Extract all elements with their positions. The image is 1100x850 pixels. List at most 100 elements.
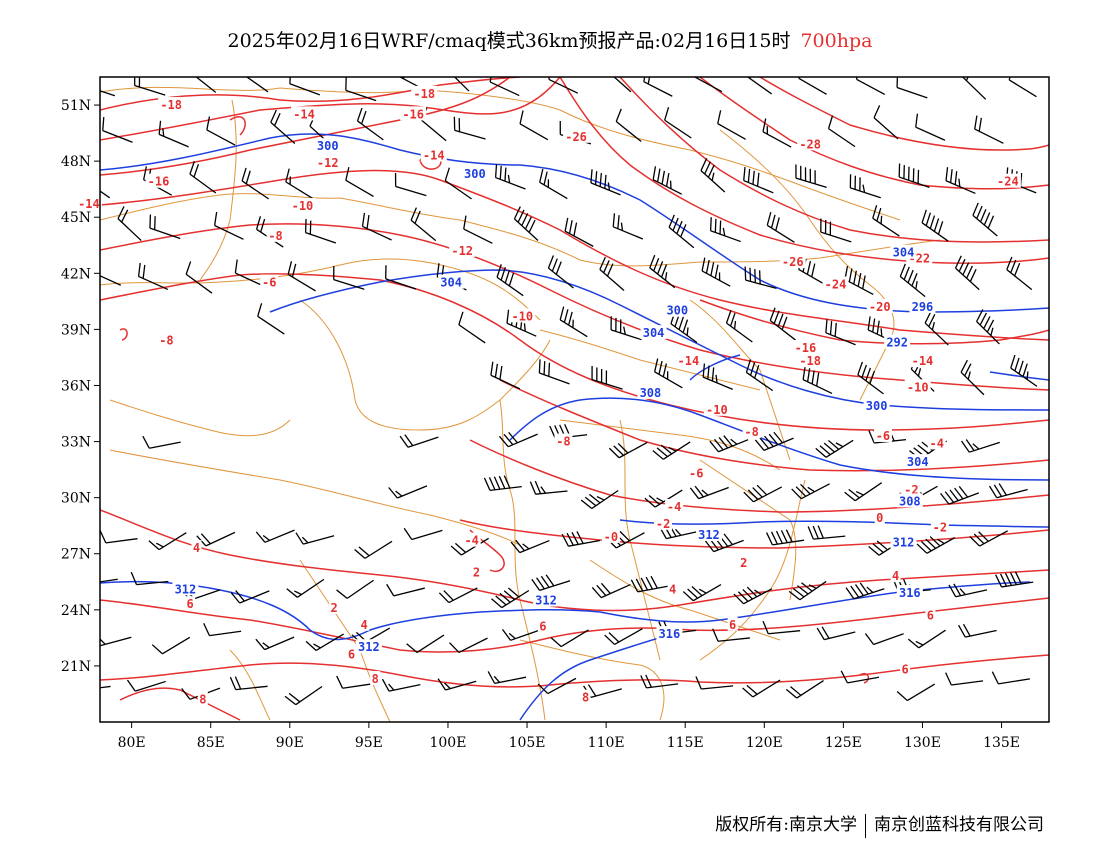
wind-barb	[766, 529, 805, 546]
wind-barb	[151, 636, 191, 655]
wind-barb	[487, 671, 527, 685]
temperature-label-bg	[537, 618, 548, 633]
height-label: 312	[358, 640, 380, 654]
wind-barb	[974, 115, 1004, 144]
wind-barb	[102, 116, 133, 143]
temperature-label: 8	[582, 691, 589, 705]
wind-barb	[403, 527, 443, 541]
wind-barb	[356, 107, 384, 141]
wind-barb	[458, 311, 486, 344]
temperature-label-bg	[420, 147, 447, 162]
wind-barb	[695, 676, 734, 690]
temperature-label-bg	[665, 499, 684, 513]
wind-barb	[717, 110, 746, 140]
lat-tick-label: 36N	[61, 378, 91, 394]
wind-barb	[550, 629, 589, 648]
wind-barb	[257, 303, 285, 335]
temperature-label-bg	[462, 532, 481, 547]
wind-barb	[924, 310, 949, 346]
title-main: 2025年02月16日WRF/cmaq模式36km预报产品:02月16日15时	[227, 30, 791, 52]
lat-tick-label: 27N	[61, 547, 91, 563]
wind-barb	[816, 626, 856, 641]
lat-tick-label: 45N	[61, 210, 91, 226]
temperature-label-bg	[400, 106, 427, 121]
wind-barb	[945, 672, 984, 686]
wind-barb	[483, 475, 522, 492]
temperature-label: -14	[293, 107, 315, 121]
wind-barb	[766, 211, 795, 243]
temperature-label: 2	[740, 556, 747, 570]
height-label-bg	[656, 626, 683, 641]
temperature-label-bg	[900, 661, 911, 676]
height-label-bg	[637, 384, 664, 399]
wind-barb	[640, 674, 679, 689]
lat-tick-label: 51N	[61, 98, 91, 114]
wind-barb	[849, 174, 881, 199]
temperature-label-bg	[191, 540, 202, 555]
wind-barb	[270, 109, 296, 144]
height-label-bg	[533, 592, 560, 607]
temperature-label: 6	[901, 663, 908, 677]
wind-barb	[604, 628, 643, 646]
temperature-label-bg	[779, 254, 806, 269]
wind-barb	[972, 202, 998, 237]
temperature-label-bg	[797, 353, 824, 368]
lon-tick-label: 135E	[983, 735, 1020, 751]
temperature-label: -4	[464, 534, 478, 548]
temperature-label: -28	[799, 137, 821, 151]
temperature-label: -10	[292, 199, 314, 213]
wind-barb	[754, 431, 794, 452]
wind-barb	[538, 359, 570, 385]
height-contours	[100, 133, 1049, 721]
temperature-label-bg	[927, 435, 946, 450]
wind-barb	[788, 580, 827, 601]
lon-tick-label: 125E	[825, 735, 862, 751]
wind-barb	[844, 482, 883, 502]
temperature-labels: -18-14 -16-18-26-28-12-14-16-14 -10-8-12-2…	[75, 85, 1021, 707]
temperature-label: 6	[187, 597, 194, 611]
wind-barb	[991, 671, 1031, 685]
wind-barb	[654, 358, 683, 389]
wind-barb	[245, 77, 269, 93]
wind-barb	[746, 77, 773, 95]
temperature-label-bg	[329, 599, 340, 614]
wind-barb	[845, 582, 885, 600]
wind-barb	[494, 163, 526, 190]
wind-barb	[345, 166, 374, 197]
temperature-label-bg	[904, 379, 931, 394]
height-label-bg	[909, 298, 936, 313]
wind-barb	[304, 219, 337, 244]
wind-barb	[599, 256, 625, 292]
temperature-label-bg	[890, 568, 901, 583]
height-label: 316	[899, 586, 921, 600]
height-label: 312	[698, 528, 720, 542]
wind-barb	[733, 586, 773, 605]
height-label-bg	[904, 454, 931, 469]
wind-barb	[354, 540, 393, 559]
height-label: 312	[893, 536, 915, 550]
temperature-label: -16	[402, 107, 424, 121]
wind-barb	[798, 77, 827, 95]
temperature-label-bg	[289, 198, 316, 212]
temperature-label-bg	[411, 85, 438, 100]
wind-barb	[189, 161, 217, 194]
temperature-label: -26	[782, 255, 804, 269]
temperature-label: 4	[892, 569, 899, 583]
temperature-label-bg	[792, 340, 819, 355]
height-label: 304	[643, 326, 665, 340]
lon-tick-label: 110E	[588, 735, 625, 751]
temperature-label: -8	[268, 229, 282, 243]
temperature-label: -20	[869, 300, 891, 314]
wind-barb	[255, 529, 295, 543]
wind-barb	[361, 212, 392, 241]
wind-barb	[702, 363, 733, 390]
wind-barb	[590, 169, 621, 196]
lon-tick-label: 105E	[509, 735, 546, 751]
temperature-label: -16	[148, 175, 170, 189]
height-label-bg	[355, 639, 382, 654]
wind-barb	[613, 77, 632, 93]
wind-barb	[612, 213, 644, 240]
wind-barb	[701, 257, 731, 287]
lat-tick-label: 24N	[61, 603, 91, 619]
temperature-label: -4	[929, 436, 943, 450]
